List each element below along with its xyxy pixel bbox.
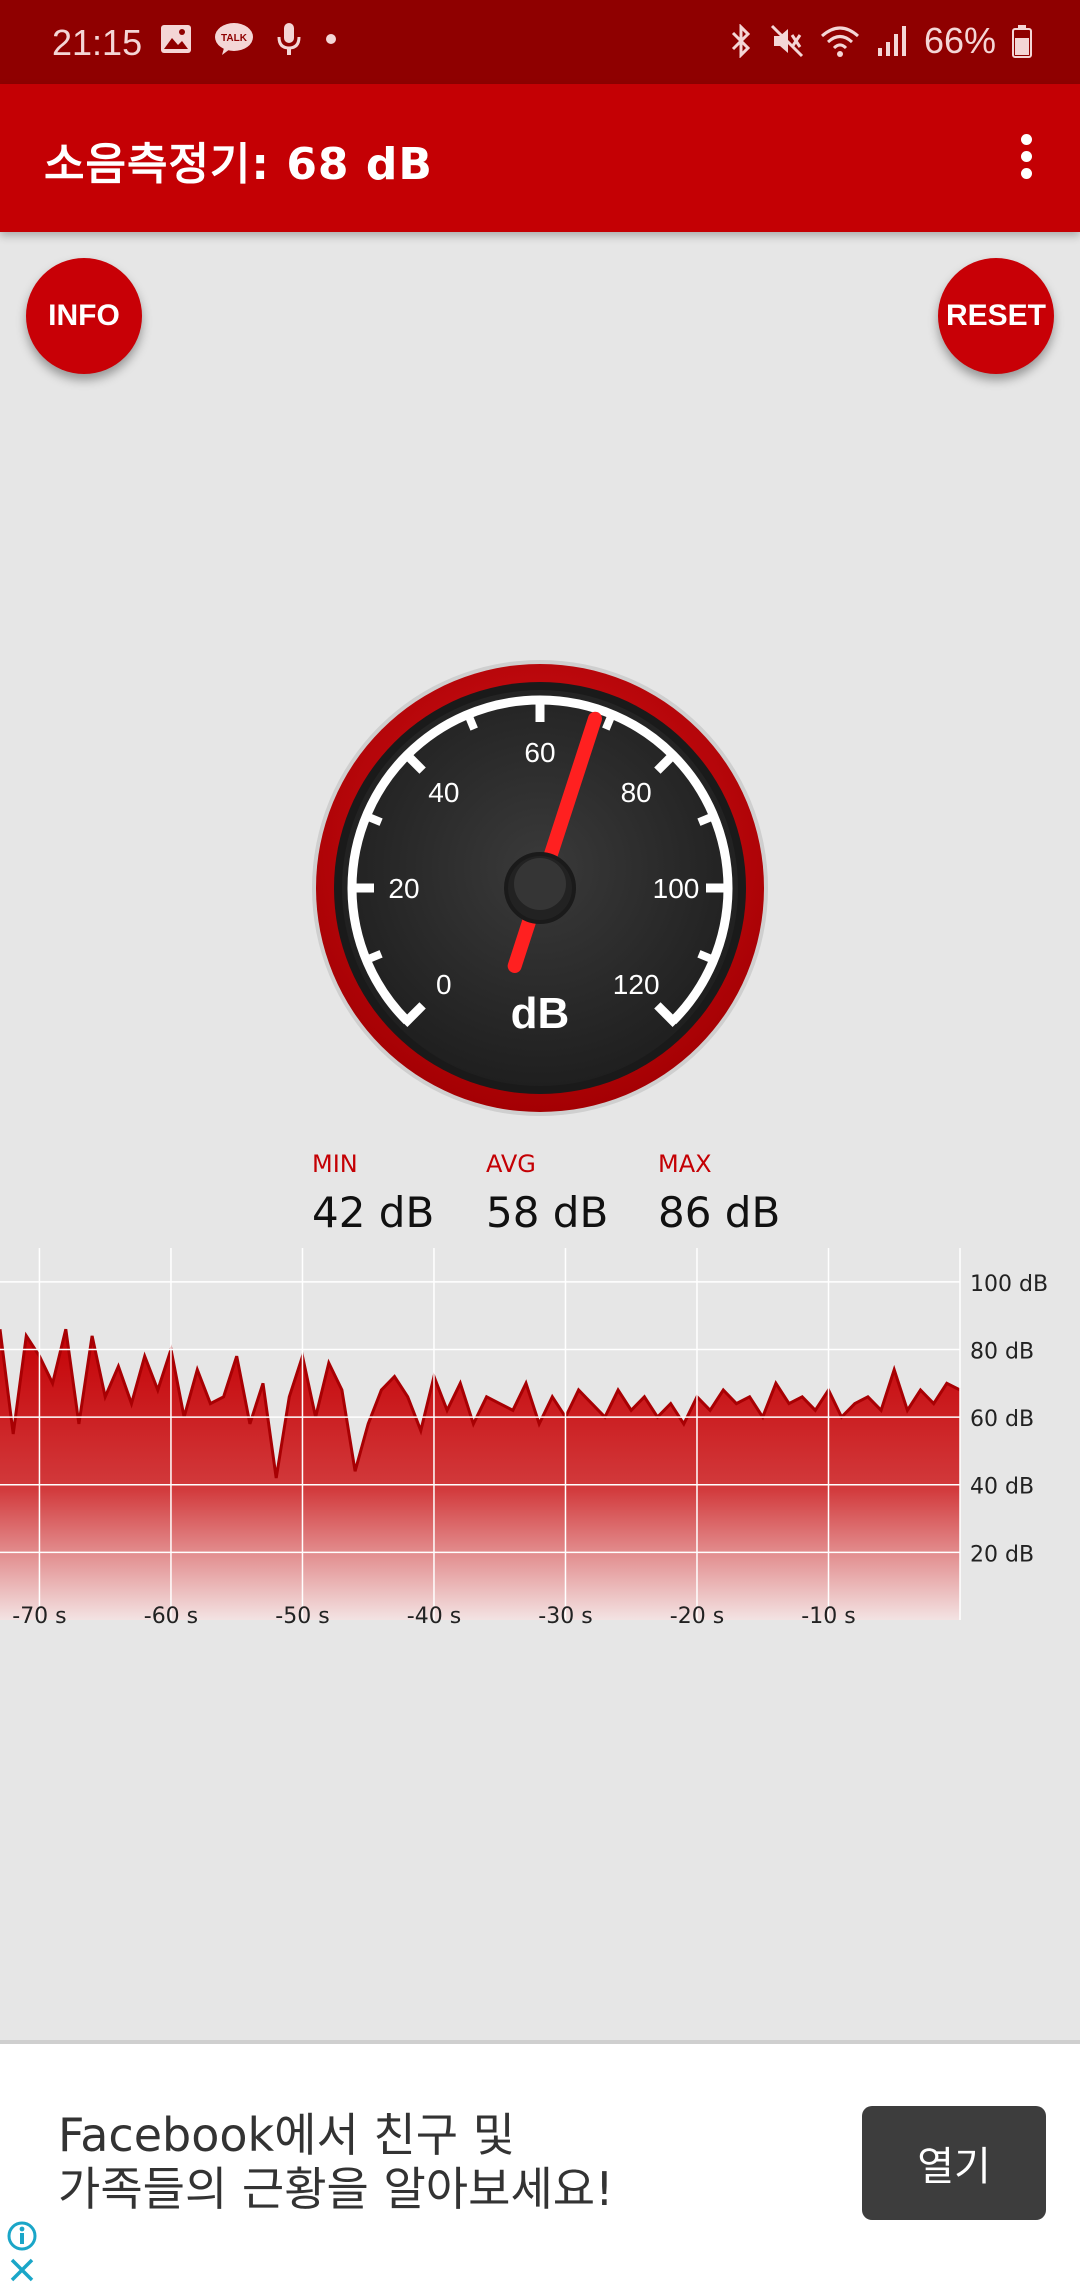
gauge-needle [507,711,603,973]
graph-area [0,1329,960,1620]
ad-info-icon[interactable] [6,2220,38,2252]
stat-min-label: MIN [312,1150,358,1178]
gauge-tick [361,950,383,966]
graph-y-label: 40 dB [970,1475,1034,1500]
battery-icon [1012,25,1032,58]
gauge-tick-label: 100 [653,873,700,904]
gauge-tick-label: 80 [621,777,652,808]
gauge-tick [697,950,719,966]
kakaotalk-icon: TALK [215,23,253,55]
wifi-icon [820,26,859,57]
ad-close-icon[interactable] [8,2256,36,2284]
gauge-tick [401,749,426,774]
ad-text[interactable]: Facebook에서 친구 및 가족들의 근황을 알아보세요! [58,2108,614,2216]
gauge-tick [697,810,719,826]
graph-x-label: -50 s [275,1604,329,1628]
graph-y-label: 80 dB [970,1339,1034,1364]
gauge-tick-label: 120 [613,969,660,1000]
status-time: 21:15 [52,22,143,63]
status-bar: 21:15 TALK 66% [0,0,1080,84]
graph-x-label: -20 s [670,1604,724,1628]
gauge-tick [401,1002,426,1027]
gauge-tick [462,709,478,731]
gauge-tick-label: 0 [436,969,452,1000]
image-icon [161,25,191,53]
bluetooth-icon [731,24,751,58]
reset-button[interactable]: RESET [938,258,1054,374]
gauge-tick [361,810,383,826]
graph-x-label: -60 s [144,1604,198,1628]
stat-max-label: MAX [658,1150,712,1178]
graph-x-label: -70 s [12,1604,66,1628]
history-graph: -70 s -60 s -50 s -40 s -30 s -20 s -10 s 100 … [0,1248,1048,1628]
graph-x-label: -30 s [538,1604,592,1628]
gauge-tick [654,1002,679,1027]
stat-min: MIN 42 dB [312,1150,462,1237]
info-button[interactable]: INFO [26,258,142,374]
stat-min-value: 42 dB [312,1188,435,1237]
stat-max-value: 86 dB [658,1188,781,1237]
status-left-icons: TALK [160,22,338,56]
app-bar: 소음측정기: 68 dB [0,84,1080,232]
stat-avg-value: 58 dB [486,1188,609,1237]
app-title: 소음측정기: 68 dB [44,139,433,190]
graph-x-label: -10 s [801,1604,855,1628]
gauge-tick-label: 20 [388,873,419,904]
mute-icon [770,24,803,58]
gauge-tick-labels: 0 20 40 60 80 100 120 [388,737,699,1000]
svg-text:TALK: TALK [221,33,248,44]
graph-line [0,1328,961,1479]
graph-y-labels: 100 dB 80 dB 60 dB 40 dB 20 dB [970,1272,1048,1568]
graph-x-label: -40 s [407,1604,461,1628]
ad-open-button[interactable]: 열기 [862,2106,1046,2220]
stat-avg: AVG 58 dB [486,1150,636,1237]
gauge-tick [602,709,618,731]
battery-percent: 66% [923,20,996,61]
graph-y-label: 20 dB [970,1542,1034,1567]
stat-avg-label: AVG [486,1150,536,1178]
ad-line-2: 가족들의 근황을 알아보세요! [58,2162,614,2216]
ad-line-1: Facebook에서 친구 및 [58,2108,515,2162]
signal-icon [877,26,906,56]
graph-y-label: 100 dB [970,1272,1048,1297]
sound-level-gauge: 0 20 40 60 80 100 120 dB [312,660,768,1116]
overflow-menu-icon[interactable] [1014,134,1038,184]
gauge-ticks [348,696,732,1027]
gauge-unit: dB [511,989,570,1038]
gauge-tick-label: 60 [524,737,555,768]
graph-x-labels: -70 s -60 s -50 s -40 s -30 s -20 s -10 s [12,1604,855,1628]
gauge-tick [654,749,679,774]
graph-overgrid [0,1248,961,1620]
graph-y-label: 60 dB [970,1407,1034,1432]
gauge-tick-label: 40 [428,777,459,808]
status-right: 66% [728,20,1032,62]
microphone-icon [277,23,301,55]
stat-max: MAX 86 dB [658,1150,808,1237]
dot-icon [326,34,336,44]
ad-banner[interactable]: Facebook에서 친구 및 가족들의 근황을 알아보세요! 열기 [0,2040,1080,2284]
